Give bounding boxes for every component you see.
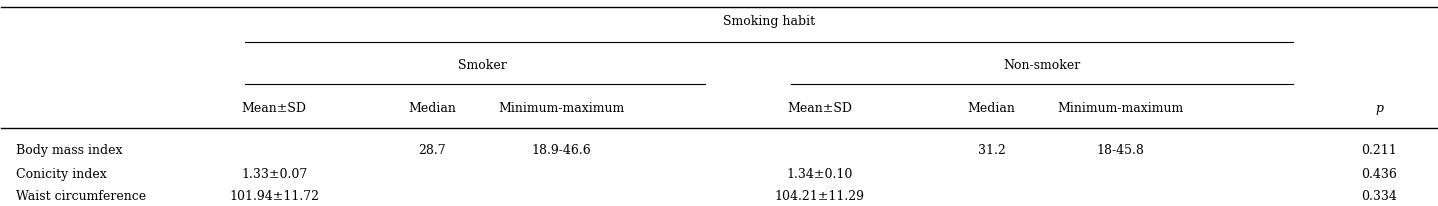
Text: Waist circumference: Waist circumference: [16, 190, 145, 203]
Text: Body mass index: Body mass index: [16, 144, 122, 157]
Text: 18-45.8: 18-45.8: [1097, 144, 1145, 157]
Text: 101.94±11.72: 101.94±11.72: [229, 190, 319, 203]
Text: p: p: [1375, 102, 1383, 115]
Text: 0.436: 0.436: [1362, 168, 1398, 181]
Text: 28.7: 28.7: [418, 144, 446, 157]
Text: Non-smoker: Non-smoker: [1004, 59, 1080, 72]
Text: Conicity index: Conicity index: [16, 168, 106, 181]
Text: 0.334: 0.334: [1362, 190, 1398, 203]
Text: Mean±SD: Mean±SD: [242, 102, 306, 115]
Text: 104.21±11.29: 104.21±11.29: [775, 190, 864, 203]
Text: Median: Median: [968, 102, 1015, 115]
Text: 1.33±0.07: 1.33±0.07: [242, 168, 308, 181]
Text: Smoking habit: Smoking habit: [723, 15, 815, 28]
Text: 1.34±0.10: 1.34±0.10: [787, 168, 853, 181]
Text: 0.211: 0.211: [1362, 144, 1398, 157]
Text: 18.9-46.6: 18.9-46.6: [531, 144, 591, 157]
Text: Median: Median: [408, 102, 456, 115]
Text: 31.2: 31.2: [978, 144, 1005, 157]
Text: Smoker: Smoker: [457, 59, 506, 72]
Text: Minimum-maximum: Minimum-maximum: [498, 102, 624, 115]
Text: Mean±SD: Mean±SD: [787, 102, 851, 115]
Text: Minimum-maximum: Minimum-maximum: [1058, 102, 1183, 115]
